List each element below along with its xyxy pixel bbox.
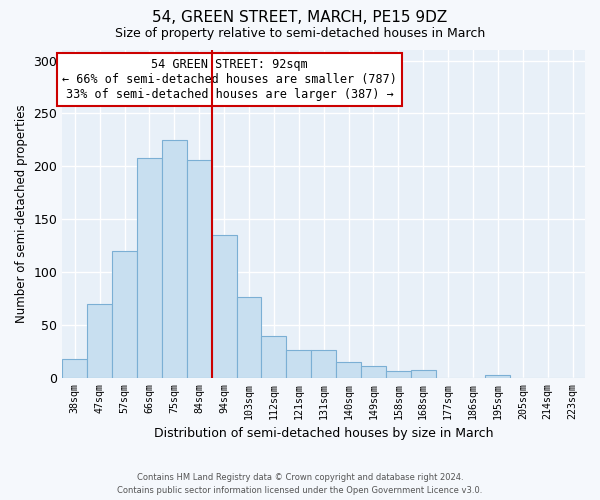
Bar [187,160,212,378]
Bar [236,298,262,378]
Text: Size of property relative to semi-detached houses in March: Size of property relative to semi-detach… [115,28,485,40]
Bar [162,140,187,378]
Bar [262,336,286,378]
Bar [112,251,137,378]
Text: Contains HM Land Registry data © Crown copyright and database right 2024.
Contai: Contains HM Land Registry data © Crown c… [118,473,482,495]
Bar [311,350,336,378]
Bar [87,304,112,378]
Bar [411,370,436,378]
Y-axis label: Number of semi-detached properties: Number of semi-detached properties [15,104,28,323]
Bar [336,362,361,378]
Bar [386,372,411,378]
Bar [361,366,386,378]
X-axis label: Distribution of semi-detached houses by size in March: Distribution of semi-detached houses by … [154,427,493,440]
Text: 54 GREEN STREET: 92sqm
← 66% of semi-detached houses are smaller (787)
33% of se: 54 GREEN STREET: 92sqm ← 66% of semi-det… [62,58,397,101]
Text: 54, GREEN STREET, MARCH, PE15 9DZ: 54, GREEN STREET, MARCH, PE15 9DZ [152,10,448,25]
Bar [212,235,236,378]
Bar [286,350,311,378]
Bar [137,158,162,378]
Bar [485,374,511,378]
Bar [62,359,87,378]
